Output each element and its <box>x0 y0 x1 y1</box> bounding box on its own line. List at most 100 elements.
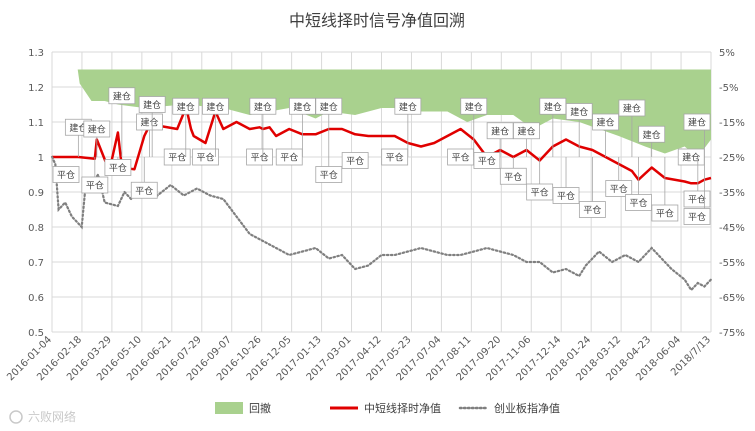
callout-label: 平仓 <box>688 211 706 223</box>
callout-box <box>341 152 369 169</box>
y-left-tick-label: 1.3 <box>28 48 44 59</box>
callout-label: 建仓 <box>399 101 417 113</box>
callout-box <box>513 122 540 140</box>
callout-label: 平仓 <box>57 169 75 181</box>
drawdown-area-layer <box>52 69 711 157</box>
legend-label: 回撤 <box>249 401 271 415</box>
callout-box <box>683 208 711 225</box>
callout-label: 建仓 <box>113 90 131 102</box>
callout-label: 平仓 <box>610 183 628 195</box>
callout-label: 平仓 <box>504 171 522 183</box>
callout-box <box>315 97 343 115</box>
index-nav-line <box>50 155 713 292</box>
callout-box <box>638 125 666 143</box>
legend-swatch-drawdown <box>215 402 243 414</box>
legend-label: 创业板指净值 <box>494 401 560 415</box>
callout-label: 平仓 <box>630 197 648 209</box>
y-right-tick-label: -5% <box>719 83 738 94</box>
callout-box <box>565 103 593 120</box>
callout-label: 平仓 <box>86 180 104 192</box>
callout-box <box>605 180 633 197</box>
callout-label: 平仓 <box>656 208 674 220</box>
callout-box <box>460 97 488 115</box>
callout-label: 平仓 <box>109 162 127 174</box>
callout-box <box>473 152 501 169</box>
callout-box <box>104 159 132 176</box>
callout-box <box>683 190 711 208</box>
callout-box <box>552 187 580 204</box>
callout-box <box>625 194 652 211</box>
callout-box <box>136 113 163 131</box>
callout-box <box>130 181 158 199</box>
callout-label: 建仓 <box>643 129 661 141</box>
callout-box <box>683 113 711 131</box>
callout-label: 平仓 <box>557 190 575 202</box>
y-left-tick-label: 0.5 <box>28 328 44 339</box>
callout-label: 平仓 <box>280 152 298 164</box>
callout-label: 建仓 <box>597 117 615 129</box>
y-left-tick-label: 1 <box>38 153 44 164</box>
callout-label: 建仓 <box>293 101 311 113</box>
y-left-tick-label: 1.2 <box>28 83 44 94</box>
callout-label: 平仓 <box>251 152 269 164</box>
callout-box <box>81 176 109 194</box>
watermark: 六败网络 <box>9 409 76 424</box>
callout-label: 平仓 <box>583 204 601 216</box>
chart-title: 中短线择时信号净值回溯 <box>289 11 465 30</box>
callout-box <box>618 99 646 117</box>
y-right-tick-label: -65% <box>719 293 745 304</box>
watermark-logo-icon <box>9 410 23 424</box>
y-right-tick-label: -75% <box>719 328 745 339</box>
y-right-tick-label: -45% <box>719 223 745 234</box>
callout-box <box>108 87 136 105</box>
callout-box <box>202 97 229 115</box>
y-right-tick-label: 5% <box>719 48 735 59</box>
drawdown-area <box>52 69 711 157</box>
callout-box <box>499 167 527 185</box>
y-right-tick-label: -55% <box>719 258 745 269</box>
callout-box <box>138 96 166 113</box>
callout-label: 建仓 <box>544 101 562 113</box>
y-left-tick-label: 0.8 <box>28 223 44 234</box>
annotation-layer: 平仓建仓平仓建仓建仓平仓平仓建仓建仓平仓建仓平仓建仓平仓建仓平仓建仓平仓建仓平仓… <box>51 87 711 225</box>
callout-label: 建仓 <box>570 106 588 118</box>
callout-label: 建仓 <box>254 101 272 113</box>
legend: 回撤 中短线择时净值 创业板指净值 <box>215 401 560 415</box>
callout-label: 建仓 <box>143 99 161 111</box>
callout-label: 平仓 <box>346 155 364 167</box>
watermark-text: 六败网络 <box>28 409 76 424</box>
callout-label: 建仓 <box>517 125 535 137</box>
callout-label: 平仓 <box>478 155 496 167</box>
legend-label: 中短线择时净值 <box>364 401 441 415</box>
y-right-tick-label: -25% <box>719 153 745 164</box>
callout-box <box>52 166 80 183</box>
callout-box <box>172 97 200 115</box>
y-right-tick-label: -35% <box>719 188 745 199</box>
callout-label: 平仓 <box>531 187 549 199</box>
callout-label: 建仓 <box>491 125 509 137</box>
callout-label: 建仓 <box>320 101 338 113</box>
callout-box <box>83 120 111 138</box>
callout-label: 平仓 <box>168 152 186 164</box>
callout-box <box>315 166 343 183</box>
callout-label: 建仓 <box>682 152 700 164</box>
y-left-tick-label: 0.7 <box>28 258 44 269</box>
callout-label: 建仓 <box>465 101 483 113</box>
callout-box <box>592 113 619 131</box>
callout-box <box>578 201 606 218</box>
callout-label: 建仓 <box>206 101 224 113</box>
callout-label: 建仓 <box>88 124 106 136</box>
callout-label: 建仓 <box>69 122 87 134</box>
callout-box <box>394 97 422 115</box>
y-left-tick-label: 1.1 <box>28 118 44 129</box>
callout-box <box>163 148 191 166</box>
callout-box <box>192 148 219 166</box>
callout-box <box>246 148 273 166</box>
y-left-tick-label: 0.9 <box>28 188 44 199</box>
y-right-tick-label: -15% <box>719 118 745 129</box>
callout-label: 平仓 <box>135 185 153 197</box>
callout-label: 平仓 <box>197 152 215 164</box>
callout-label: 建仓 <box>688 117 706 129</box>
y-left-tick-label: 0.6 <box>28 293 44 304</box>
